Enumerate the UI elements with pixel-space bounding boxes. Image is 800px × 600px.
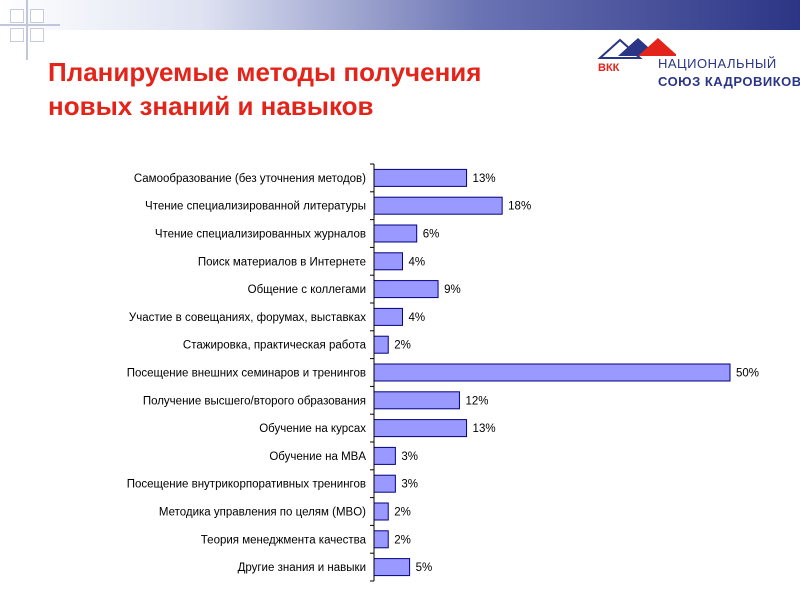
value-label: 3%	[401, 479, 418, 491]
decor-line	[26, 0, 28, 60]
value-label: 2%	[394, 507, 411, 519]
logo-line-1: НАЦИОНАЛЬНЫЙ	[658, 56, 777, 71]
category-label: Общение с коллегами	[248, 284, 366, 296]
value-label: 13%	[473, 173, 496, 185]
value-label: 3%	[401, 451, 418, 463]
bar	[373, 363, 731, 382]
bar	[373, 196, 503, 215]
value-label: 9%	[444, 284, 461, 296]
bar	[373, 391, 460, 410]
category-label: Самообразование (без уточнения методов)	[134, 173, 366, 185]
bar	[373, 280, 439, 299]
page-title: Планируемые методы получения новых знани…	[48, 55, 588, 123]
bar	[373, 530, 389, 549]
category-label: Обучение на MBA	[269, 451, 366, 463]
category-label: Участие в совещаниях, форумах, выставках	[129, 312, 366, 324]
category-label: Теория менеджмента качества	[201, 534, 367, 546]
value-label: 2%	[394, 340, 411, 352]
value-label: 13%	[473, 423, 496, 435]
category-label: Методика управления по целям (MBO)	[159, 507, 366, 519]
title-line-2: новых знаний и навыков	[48, 91, 374, 121]
decor-square	[30, 9, 44, 23]
value-label: 18%	[508, 201, 531, 213]
bar	[373, 168, 468, 187]
decor-square	[10, 9, 24, 23]
category-label: Стажировка, практическая работа	[183, 340, 367, 352]
category-label: Обучение на курсах	[259, 423, 366, 435]
value-label: 2%	[394, 534, 411, 546]
category-label: Посещение внутрикорпоративных тренингов	[127, 479, 366, 491]
bar	[373, 252, 403, 271]
value-label: 12%	[465, 395, 488, 407]
value-label: 4%	[408, 256, 425, 268]
bar	[373, 335, 389, 354]
category-label: Получение высшего/второго образования	[143, 395, 366, 407]
logo-line-2: СОЮЗ КАДРОВИКОВ	[658, 74, 800, 89]
value-label: 5%	[416, 562, 433, 574]
logo-abbr: ВКК	[598, 62, 620, 74]
category-label: Чтение специализированной литературы	[145, 201, 366, 213]
bar	[373, 446, 396, 465]
top-gradient-band	[0, 0, 800, 30]
category-label: Чтение специализированных журналов	[155, 229, 366, 241]
bar	[373, 307, 403, 326]
decor-line	[0, 24, 60, 26]
decor-square	[10, 28, 24, 42]
brand-logo: ВКК НАЦИОНАЛЬНЫЙ СОЮЗ КАДРОВИКОВ	[596, 36, 800, 106]
logo-roofs-icon	[597, 38, 676, 59]
bar	[373, 224, 418, 243]
bar	[373, 558, 411, 577]
bar	[373, 474, 396, 493]
category-label: Другие знания и навыки	[238, 562, 366, 574]
value-label: 6%	[423, 229, 440, 241]
title-line-1: Планируемые методы получения	[48, 57, 482, 87]
value-label: 50%	[736, 368, 759, 380]
bar	[373, 419, 468, 438]
category-label: Посещение внешних семинаров и тренингов	[127, 368, 366, 380]
decor-square	[30, 28, 44, 42]
bar	[373, 502, 389, 521]
category-label: Поиск материалов в Интернете	[198, 256, 366, 268]
value-label: 4%	[408, 312, 425, 324]
